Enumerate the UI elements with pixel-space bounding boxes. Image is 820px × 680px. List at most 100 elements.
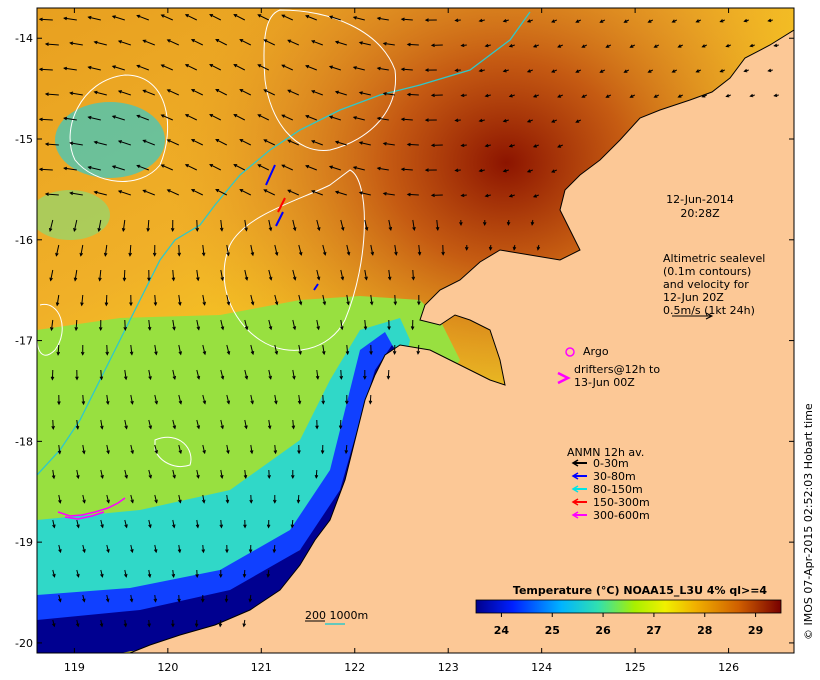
velocity-arrow — [39, 68, 53, 71]
velocity-arrow — [172, 419, 176, 429]
velocity-arrow — [359, 192, 371, 196]
velocity-arrow-head — [184, 64, 189, 68]
velocity-arrow — [143, 39, 155, 46]
velocity-arrow-head — [281, 64, 286, 68]
velocity-arrow-head — [274, 251, 279, 257]
velocity-arrow-head — [263, 89, 268, 93]
velocity-arrow-head — [268, 326, 273, 331]
velocity-arrow-head — [44, 192, 49, 196]
velocity-arrow — [39, 18, 53, 21]
velocity-arrow-head — [575, 119, 580, 123]
velocity-arrow-head — [73, 277, 78, 282]
velocity-arrow — [401, 68, 413, 71]
altimetry-line-1: Altimetric sealevel — [663, 252, 765, 265]
velocity-arrow — [172, 519, 175, 528]
velocity-arrow-head — [69, 91, 74, 96]
velocity-arrow-head — [368, 400, 373, 405]
velocity-arrow-head — [73, 227, 77, 233]
velocity-arrow-head — [339, 375, 344, 380]
velocity-arrow — [185, 14, 198, 21]
velocity-arrow-head — [352, 66, 357, 70]
velocity-arrow — [148, 319, 151, 330]
velocity-arrow — [340, 219, 344, 231]
velocity-arrow-head — [225, 549, 229, 554]
velocity-arrow — [202, 494, 205, 503]
velocity-arrow — [340, 269, 344, 280]
velocity-arrow-head — [268, 227, 273, 232]
velocity-arrow-head — [435, 226, 440, 231]
velocity-arrow — [383, 142, 395, 146]
velocity-arrow-head — [257, 64, 262, 68]
velocity-arrow — [244, 419, 247, 429]
velocity-arrow-head — [484, 93, 489, 98]
velocity-arrow-head — [502, 18, 507, 23]
velocity-arrow-head — [51, 425, 55, 430]
velocity-arrow-head — [412, 226, 416, 232]
velocity-arrow-head — [50, 376, 55, 381]
velocity-arrow-head — [346, 251, 351, 256]
velocity-arrow-head — [98, 327, 103, 332]
velocity-arrow — [359, 142, 371, 146]
velocity-arrow — [49, 219, 54, 232]
velocity-arrow-head — [57, 450, 62, 455]
velocity-arrow — [172, 469, 176, 478]
velocity-arrow-head — [653, 44, 658, 48]
velocity-arrow-head — [160, 164, 165, 168]
velocity-arrow-head — [166, 39, 171, 43]
altimetry-line-5: 0.5m/s (1kt 24h) — [663, 304, 755, 317]
velocity-arrow — [202, 244, 205, 256]
velocity-arrow — [88, 166, 101, 171]
anmn-arrow-head-icon — [571, 485, 579, 493]
velocity-arrow-head — [647, 69, 652, 73]
velocity-arrow-head — [220, 425, 224, 430]
velocity-arrow-head — [460, 193, 465, 198]
velocity-arrow — [407, 143, 419, 146]
anmn-arrows — [265, 164, 319, 291]
velocity-arrow — [311, 190, 323, 196]
velocity-arrow — [39, 168, 53, 171]
y-tick-label: -18 — [15, 435, 33, 448]
velocity-arrow — [124, 419, 128, 429]
colorbar-tick-label: 27 — [646, 624, 661, 637]
velocity-arrow-head — [100, 425, 104, 430]
velocity-arrow-head — [322, 350, 326, 356]
velocity-arrow-head — [233, 164, 238, 168]
velocity-arrow — [154, 544, 157, 553]
velocity-arrow — [220, 219, 223, 231]
velocity-arrow — [407, 93, 419, 96]
velocity-arrow-head — [124, 425, 128, 430]
velocity-arrow — [172, 369, 176, 380]
velocity-arrow-head — [314, 474, 319, 479]
velocity-arrow-head — [749, 43, 754, 48]
velocity-arrow-head — [387, 326, 391, 331]
velocity-arrow-head — [268, 276, 273, 281]
velocity-arrow — [263, 139, 276, 146]
velocity-arrow-head — [502, 168, 507, 173]
velocity-arrow-head — [117, 190, 122, 194]
velocity-arrow-head — [311, 190, 316, 194]
velocity-arrow — [209, 14, 222, 21]
velocity-arrow-head — [719, 19, 724, 23]
velocity-arrow — [100, 369, 103, 380]
velocity-arrow-head — [364, 276, 368, 281]
velocity-arrow-head — [376, 16, 381, 21]
velocity-arrow — [268, 419, 271, 429]
velocity-arrow — [401, 18, 413, 21]
velocity-arrow-head — [166, 189, 171, 193]
velocity-arrow — [263, 189, 276, 196]
velocity-arrow — [250, 444, 253, 454]
velocity-arrow — [383, 42, 395, 46]
velocity-arrow — [45, 193, 59, 196]
velocity-arrow-head — [100, 474, 104, 480]
velocity-arrow-head — [315, 425, 319, 430]
velocity-arrow — [364, 269, 368, 280]
velocity-arrow — [209, 64, 222, 71]
velocity-arrow-head — [48, 227, 53, 233]
velocity-arrow-head — [63, 66, 68, 71]
velocity-arrow — [143, 89, 155, 96]
y-tick-label: -14 — [15, 32, 33, 45]
velocity-arrow-head — [274, 350, 279, 356]
velocity-arrow — [244, 469, 247, 478]
velocity-arrow — [401, 118, 413, 121]
velocity-arrow-head — [154, 351, 158, 356]
